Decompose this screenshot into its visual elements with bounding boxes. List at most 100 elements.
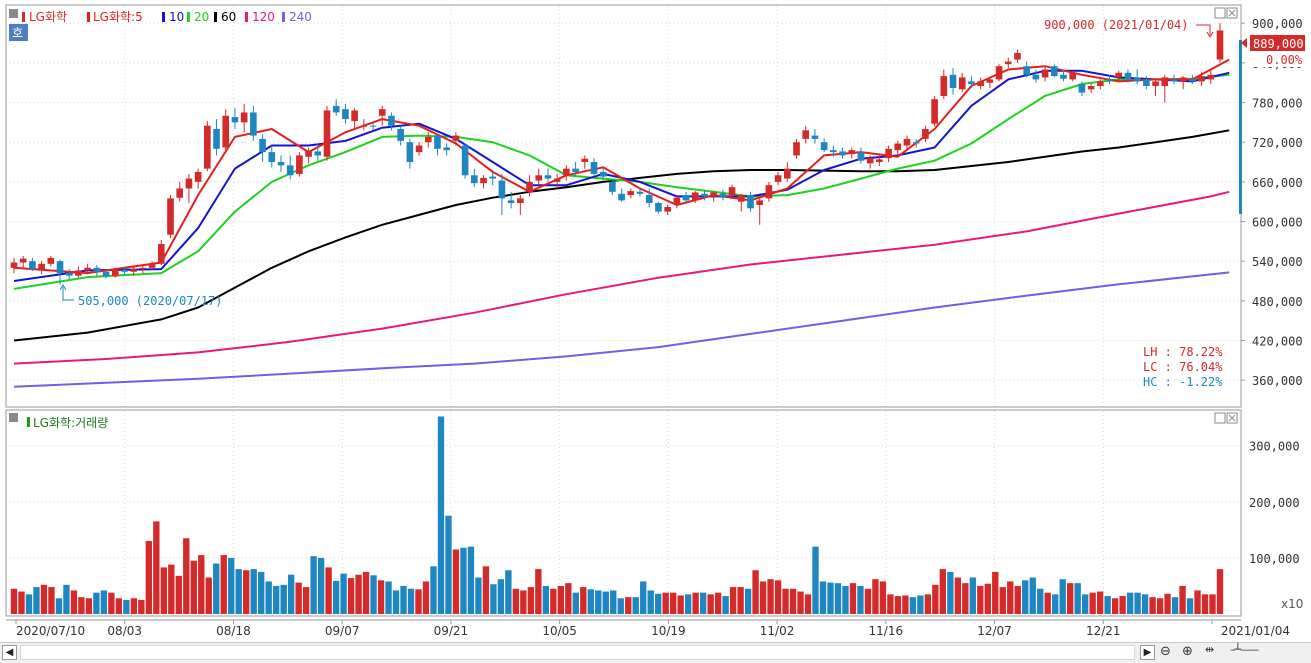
scroll-left-button[interactable]: ◀ (2, 645, 17, 660)
candle-body (102, 271, 110, 277)
candle-body (507, 200, 515, 204)
candle-body (1216, 30, 1224, 60)
volume-bar (280, 584, 287, 614)
candle-body (213, 128, 220, 149)
volume-bar (460, 547, 467, 614)
panel-maximize-icon[interactable] (1214, 7, 1226, 19)
volume-bar (18, 591, 25, 614)
volume-panel-menu-icon[interactable] (9, 413, 18, 422)
candle-body (388, 115, 395, 126)
volume-maximize-icon[interactable] (1214, 412, 1226, 424)
candle-body (121, 269, 128, 272)
volume-legend-label: LG화학:거래량 (33, 416, 108, 430)
volume-bar (752, 570, 759, 614)
volume-bar (1044, 592, 1051, 614)
candle-body (424, 136, 432, 143)
candle-body (765, 185, 773, 199)
candle-body (655, 203, 662, 212)
candle-body (397, 128, 404, 141)
candle-body (176, 188, 184, 198)
volume-bar (55, 598, 63, 614)
horizontal-scrollbar[interactable]: ◀ ▶ ⊖ ⊕ ⇹ –┴–––– (0, 642, 1311, 663)
zoom-in-icon[interactable]: ⊕ (1182, 644, 1193, 659)
candle-body (10, 262, 18, 268)
volume-bar (347, 578, 355, 614)
candle-body (894, 143, 902, 151)
candle-body (526, 181, 533, 192)
price-tick-label: 600,000 (1252, 216, 1303, 230)
date-tick-label: 12/07 (977, 624, 1012, 638)
candle-body (627, 191, 635, 196)
candle-body (747, 195, 754, 209)
volume-bar (138, 599, 145, 614)
date-tick-label: 09/21 (434, 624, 469, 638)
volume-bar (587, 589, 594, 614)
volume-bar (812, 546, 819, 614)
candle-body (949, 74, 957, 88)
volume-bar (1134, 592, 1141, 614)
legend-ma10: 10 (169, 10, 184, 24)
corner-badge-label: 호 (12, 26, 23, 40)
legend-ma120: 120 (252, 10, 275, 24)
price-legend: 호 LG화학 LG화학:5 10 20 60 120 240 (9, 9, 312, 41)
hc-stat: HC : -1.22% (1143, 375, 1223, 389)
corner-badge[interactable] (9, 24, 28, 41)
volume-bar (909, 597, 917, 614)
ma-line-20 (13, 73, 1230, 290)
candle-body (443, 147, 451, 151)
candle-body (701, 193, 708, 197)
candle-body (572, 168, 579, 172)
volume-bar (505, 570, 512, 614)
candle-body (277, 162, 285, 166)
candle-body (599, 171, 607, 177)
volume-bar (415, 589, 422, 614)
volume-bar (834, 583, 842, 614)
volume-bar (954, 577, 962, 614)
volume-bar (1119, 596, 1126, 614)
period-slider-icon[interactable]: –┴–––– (1230, 643, 1259, 656)
volume-legend: LG화학:거래량 (9, 413, 108, 430)
volume-bar (40, 584, 48, 614)
candle-body (691, 192, 699, 201)
volume-bar (902, 595, 909, 614)
volume-bar (385, 581, 392, 614)
price-tick-label: 900,000 (1252, 17, 1303, 31)
candle-body (1152, 81, 1159, 87)
low-annotation: 505,000 (2020/07/17) (78, 294, 223, 308)
volume-bar (1186, 598, 1194, 614)
candle-body (93, 267, 101, 272)
scroll-track[interactable] (20, 645, 1135, 660)
volume-bar (647, 590, 654, 614)
volume-bar (744, 588, 752, 614)
volume-bar (258, 571, 265, 614)
scroll-right-button[interactable]: ▶ (1140, 645, 1155, 660)
volume-legend-marker (27, 417, 30, 427)
volume-bar (272, 585, 280, 614)
volume-bar (857, 585, 864, 614)
volume-bar (819, 581, 827, 614)
candle-body (259, 138, 266, 153)
panel-menu-icon[interactable] (9, 9, 18, 18)
candle-body (111, 269, 119, 277)
fit-width-icon[interactable]: ⇹ (1205, 643, 1215, 656)
volume-bar (580, 587, 587, 614)
zoom-out-icon[interactable]: ⊖ (1160, 644, 1171, 659)
volume-bar (1037, 588, 1044, 614)
candle-body (378, 109, 386, 116)
candle-body (848, 150, 856, 155)
volume-bar (924, 594, 932, 614)
candle-body (995, 66, 1003, 80)
candle-body (737, 195, 745, 202)
candle-body (1170, 79, 1178, 82)
volume-bar (527, 587, 535, 614)
candle-body (912, 142, 920, 144)
candle-body (452, 135, 460, 141)
date-tick-label: 11/16 (869, 624, 904, 638)
volume-bar (1096, 591, 1104, 614)
legend-ma240: 240 (289, 10, 312, 24)
volume-bar (407, 588, 415, 614)
volume-bar (452, 549, 460, 614)
volume-bar (767, 579, 774, 614)
candle-body (130, 269, 137, 272)
volume-bar (93, 592, 100, 614)
